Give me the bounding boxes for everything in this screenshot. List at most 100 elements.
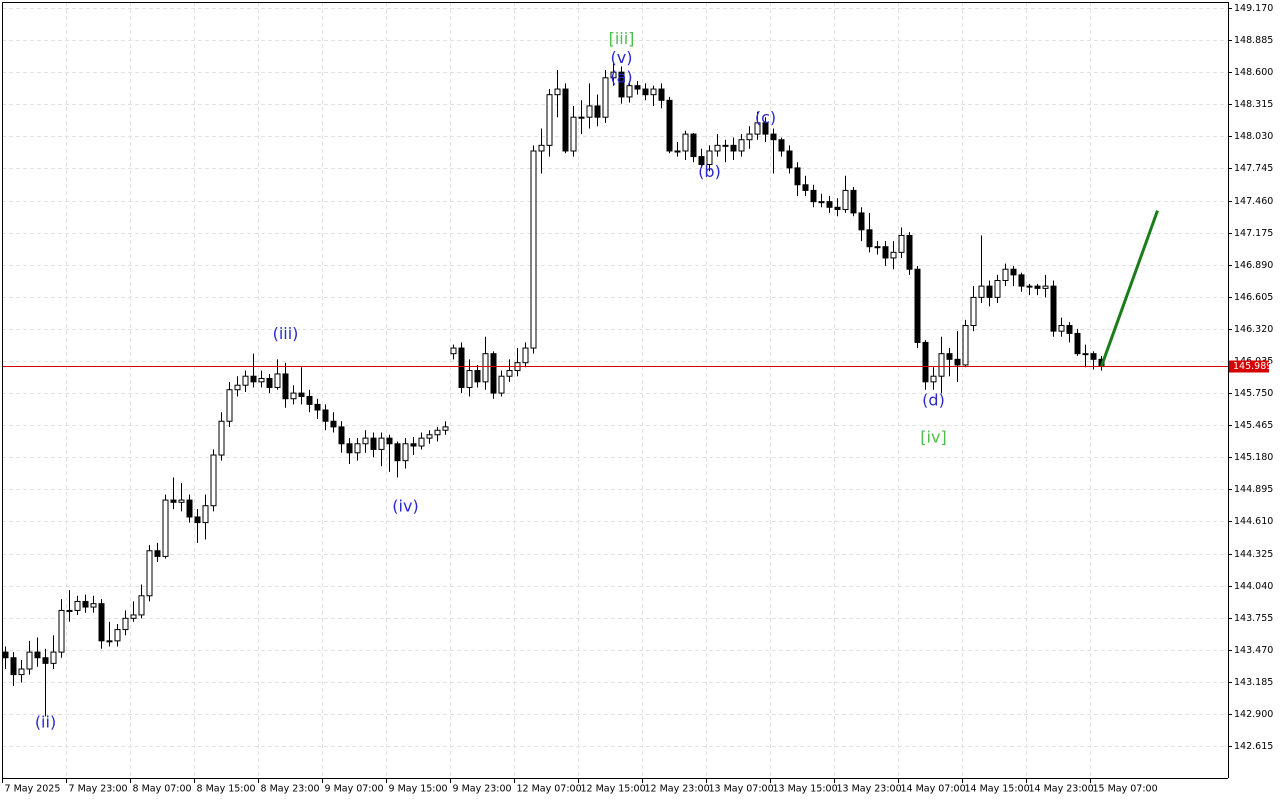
candle-body	[330, 420, 337, 428]
wave-label: (a)	[610, 67, 632, 86]
candle-body	[938, 353, 945, 377]
candle-body	[954, 358, 961, 366]
candle-body	[586, 105, 593, 118]
candle-body	[882, 246, 889, 259]
candle-body	[306, 395, 313, 405]
candle-body	[442, 426, 449, 431]
candle-body	[1050, 285, 1057, 332]
current-price-label: 145.989	[1233, 361, 1272, 372]
candle-body	[738, 139, 745, 152]
candle-body	[466, 370, 473, 388]
candle-body	[490, 353, 497, 394]
candle-body	[690, 133, 697, 158]
y-tick-label: 145.750	[1234, 388, 1273, 399]
candle-body	[18, 668, 25, 676]
y-tick-label: 148.885	[1234, 35, 1273, 46]
candle-body	[946, 353, 953, 360]
candle-body	[506, 370, 513, 377]
candle-body	[978, 285, 985, 298]
candle-body	[266, 377, 273, 388]
candle-body	[570, 116, 577, 152]
candle-body	[210, 454, 217, 507]
y-tick-label: 149.170	[1234, 3, 1273, 14]
candle-body	[154, 550, 161, 557]
candle-body	[1010, 268, 1017, 276]
wave-label: (v)	[611, 48, 633, 67]
candle-body	[26, 651, 33, 670]
candle-body	[698, 156, 705, 165]
candle-body	[1042, 285, 1049, 289]
candle-body	[458, 347, 465, 388]
y-tick-label: 148.030	[1234, 131, 1273, 142]
candle-body	[290, 392, 297, 400]
wave-label: (c)	[755, 108, 776, 127]
x-tick-label: 13 May 07:00	[709, 784, 774, 795]
candle-body	[546, 94, 553, 146]
y-tick-label: 144.895	[1234, 484, 1273, 495]
y-tick-label: 143.185	[1234, 677, 1273, 688]
candle-body	[530, 150, 537, 349]
candle-body	[1058, 325, 1065, 332]
x-tick-label: 8 May 07:00	[133, 784, 192, 795]
candle-body	[650, 88, 657, 96]
candle-body	[626, 85, 633, 98]
candle-body	[122, 617, 129, 631]
candle-body	[746, 133, 753, 141]
candle-body	[1002, 268, 1009, 281]
candle-body	[498, 375, 505, 394]
candle-body	[50, 651, 57, 664]
y-tick-label: 146.605	[1234, 292, 1273, 303]
candle-body	[866, 229, 873, 248]
x-tick-label: 14 May 07:00	[901, 784, 966, 795]
candle-body	[386, 437, 393, 445]
candle-body	[82, 600, 89, 608]
candle-body	[642, 88, 649, 96]
candle-body	[114, 629, 121, 642]
x-tick-label: 7 May 2025	[5, 784, 61, 795]
candle-body	[634, 85, 641, 90]
x-tick-label: 9 May 07:00	[325, 784, 384, 795]
y-tick-label: 147.175	[1234, 228, 1273, 239]
y-tick-label: 145.180	[1234, 452, 1273, 463]
y-tick-label: 144.040	[1234, 581, 1273, 592]
x-tick-label: 8 May 15:00	[197, 784, 256, 795]
candle-body	[554, 88, 561, 96]
candle-body	[562, 88, 569, 152]
candle-body	[1034, 285, 1041, 289]
candle-body	[578, 116, 585, 119]
candle-body	[834, 206, 841, 211]
candle-body	[378, 437, 385, 450]
candle-body	[730, 144, 737, 152]
candle-body	[258, 377, 265, 383]
x-tick-label: 15 May 07:00	[1093, 784, 1158, 795]
candle-body	[786, 150, 793, 169]
candle-body	[602, 77, 609, 118]
candle-body	[418, 437, 425, 447]
candle-body	[914, 268, 921, 343]
x-tick-label: 14 May 23:00	[1029, 784, 1094, 795]
candle-body	[706, 150, 713, 165]
candle-body	[482, 353, 489, 383]
wave-label: [iii]	[609, 29, 635, 48]
x-tick-label: 8 May 23:00	[261, 784, 320, 795]
wave-label: [iv]	[920, 428, 946, 447]
y-tick-label: 144.610	[1234, 516, 1273, 527]
candle-body	[298, 392, 305, 397]
candle-body	[922, 341, 929, 383]
candle-body	[906, 234, 913, 270]
candle-body	[810, 189, 817, 203]
candle-body	[674, 150, 681, 153]
y-tick-label: 148.315	[1234, 99, 1273, 110]
candle-body	[186, 499, 193, 518]
candle-body	[850, 189, 857, 214]
x-tick-label: 13 May 23:00	[837, 784, 902, 795]
candle-body	[42, 657, 49, 664]
candle-body	[314, 403, 321, 411]
candle-body	[538, 144, 545, 152]
candle-body	[426, 434, 433, 439]
candle-body	[826, 201, 833, 208]
candle-body	[234, 384, 241, 391]
x-tick-label: 12 May 15:00	[581, 784, 646, 795]
